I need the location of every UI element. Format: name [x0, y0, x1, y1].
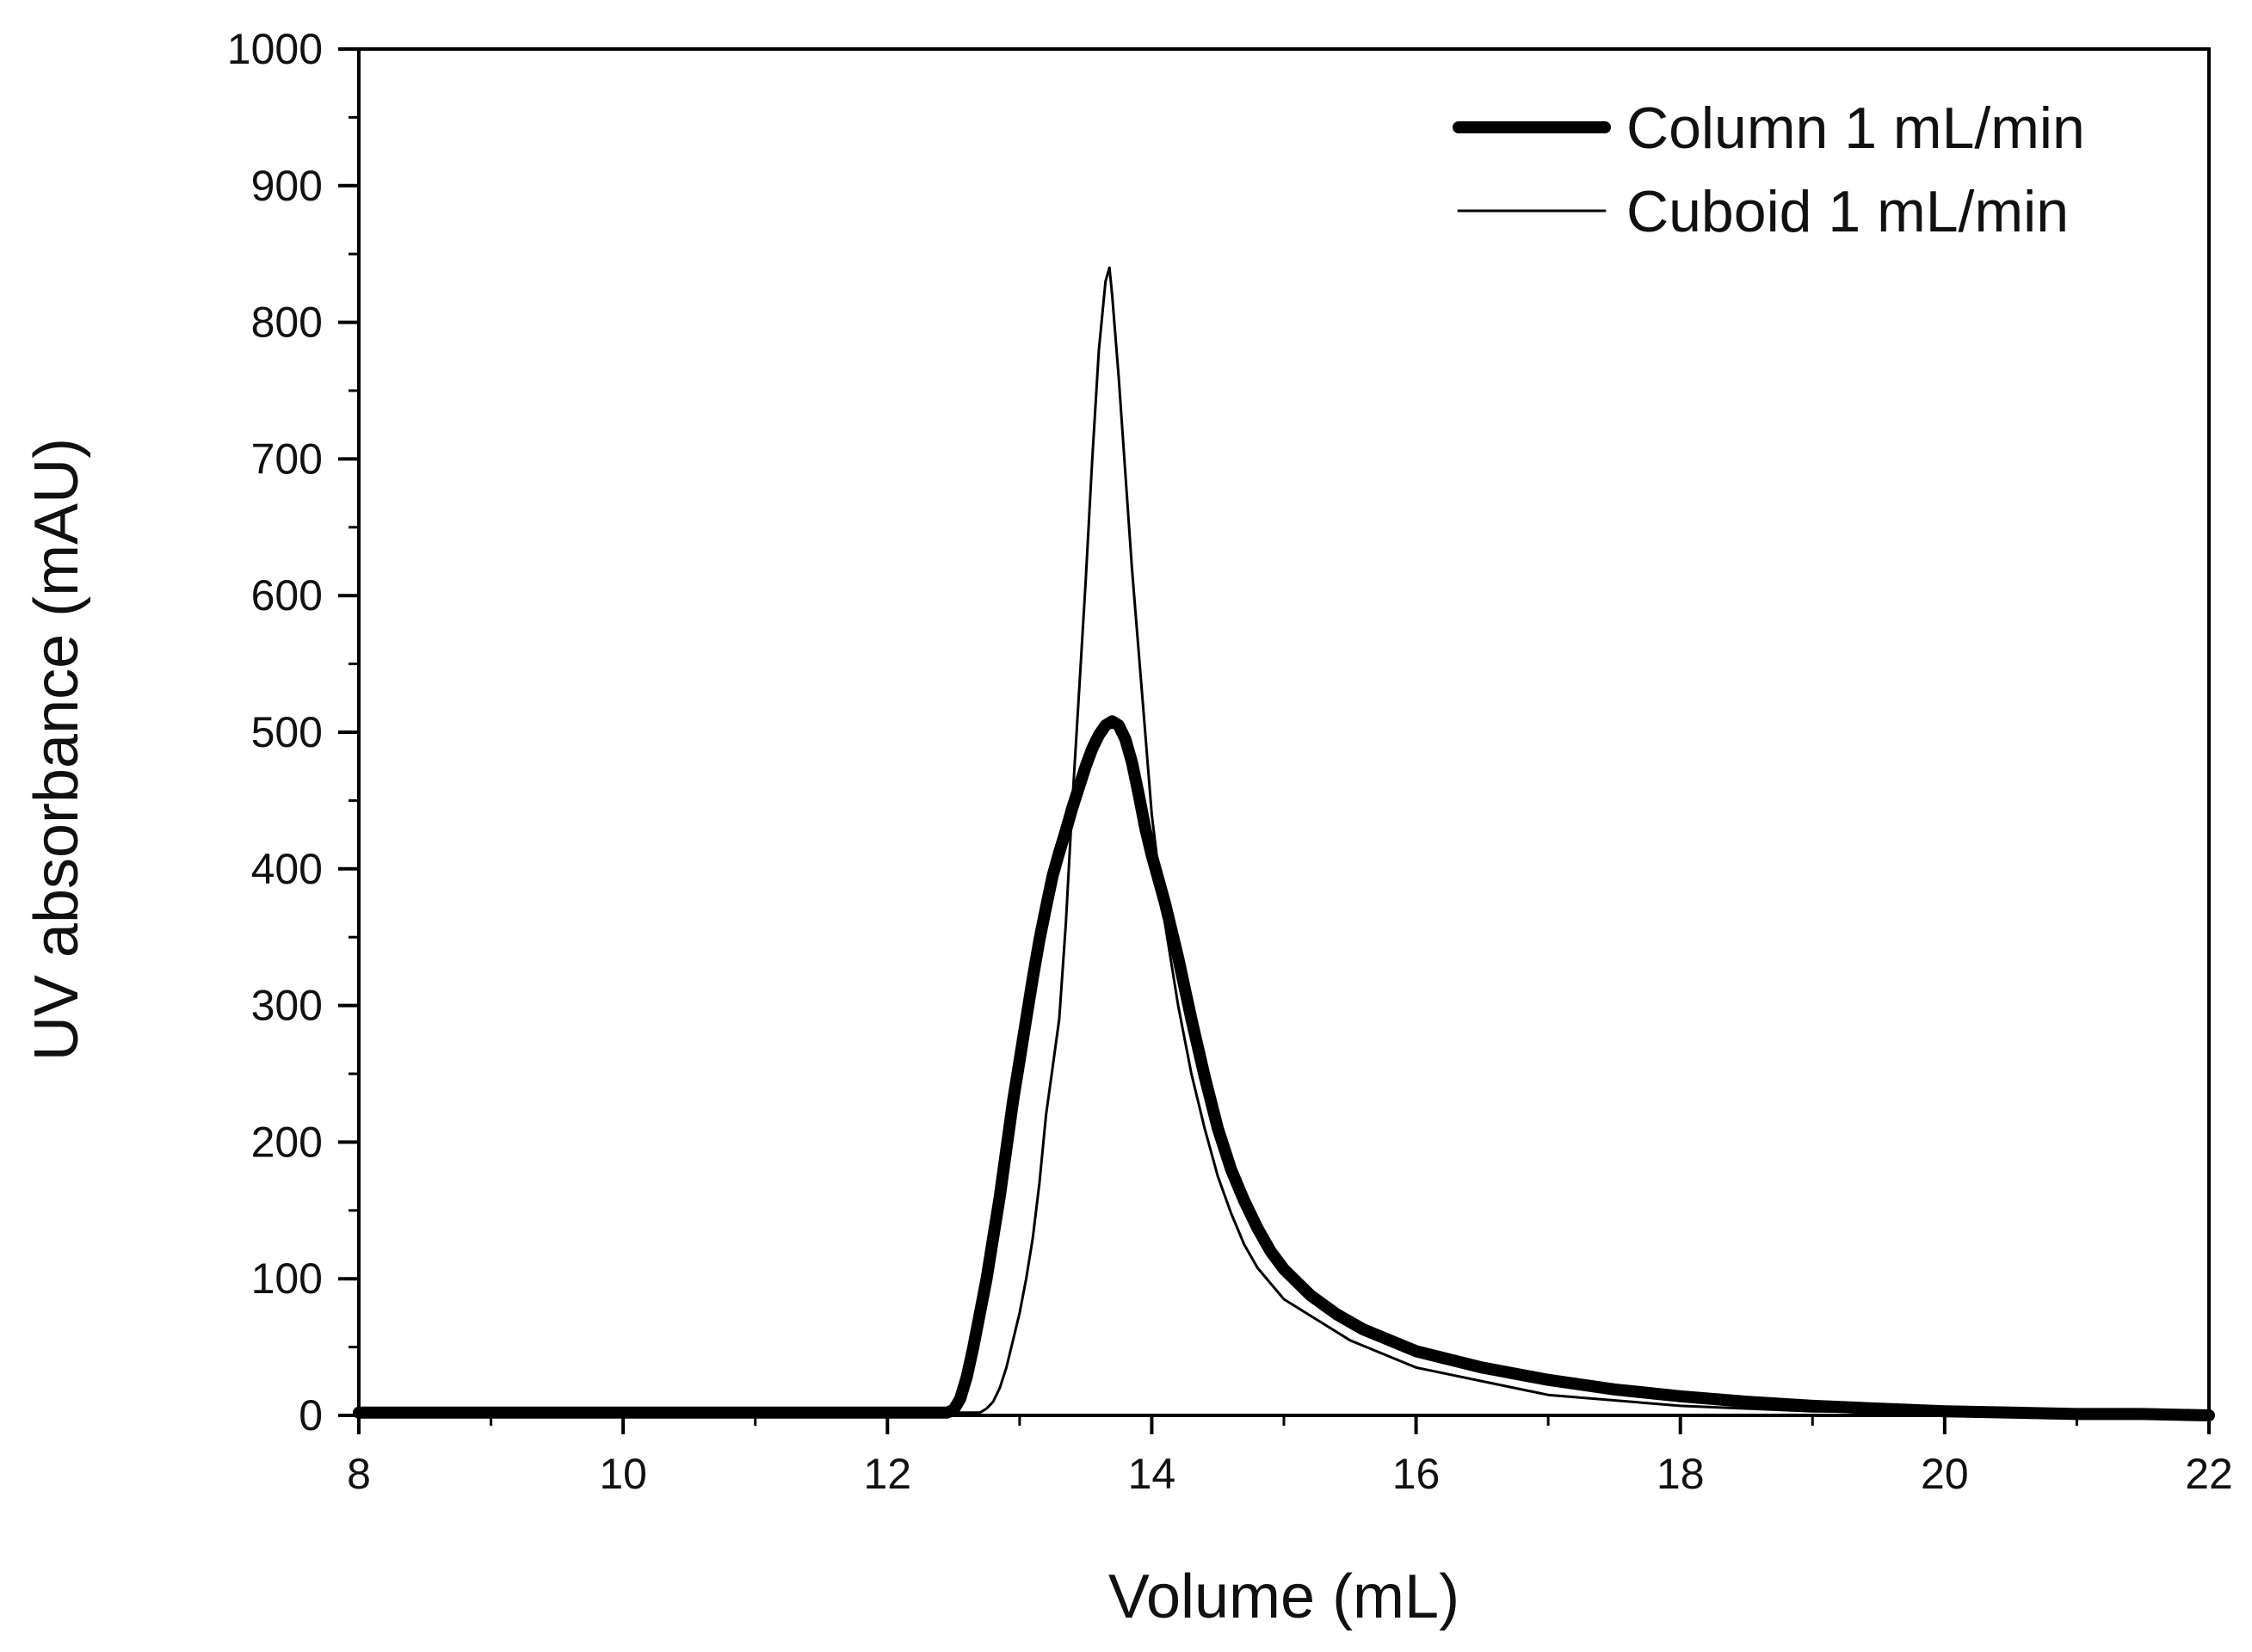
series-layer [353, 266, 2215, 1421]
y-tick-label: 700 [251, 435, 323, 483]
y-tick-label: 200 [251, 1118, 323, 1166]
legend-label: Column 1 mL/min [1626, 96, 2085, 161]
y-tick-label: 400 [251, 845, 323, 893]
y-axis-title: UV absorbance (mAU) [22, 438, 91, 1061]
y-axis: 0 100 200 300 400 500 600 700 800 900 1000 [227, 25, 359, 1439]
x-tick-label: 8 [347, 1450, 371, 1498]
x-tick-label: 10 [599, 1450, 647, 1498]
y-tick-label: 600 [251, 571, 323, 620]
x-tick-label: 22 [2185, 1450, 2233, 1498]
y-tick-label: 0 [299, 1391, 323, 1439]
series-line-1 [353, 715, 2215, 1421]
y-tick-label: 900 [251, 162, 323, 210]
x-axis-title: Volume (mL) [1108, 1563, 1459, 1631]
legend: Column 1 mL/min Cuboid 1 mL/min [1453, 96, 2085, 244]
x-tick-label: 12 [863, 1450, 911, 1498]
y-tick-label: 300 [251, 982, 323, 1030]
y-tick-label: 800 [251, 299, 323, 347]
x-tick-label: 16 [1392, 1450, 1441, 1498]
y-tick-label: 1000 [227, 25, 323, 73]
legend-label: Cuboid 1 mL/min [1626, 179, 2069, 244]
y-tick-label: 100 [251, 1254, 323, 1303]
y-tick-label: 500 [251, 708, 323, 756]
series-line-2 [357, 266, 2211, 1417]
x-tick-label: 14 [1128, 1450, 1176, 1498]
x-tick-label: 18 [1657, 1450, 1705, 1498]
x-axis: 8 10 12 14 16 18 20 22 [347, 1415, 2233, 1498]
x-tick-label: 20 [1921, 1450, 1969, 1498]
